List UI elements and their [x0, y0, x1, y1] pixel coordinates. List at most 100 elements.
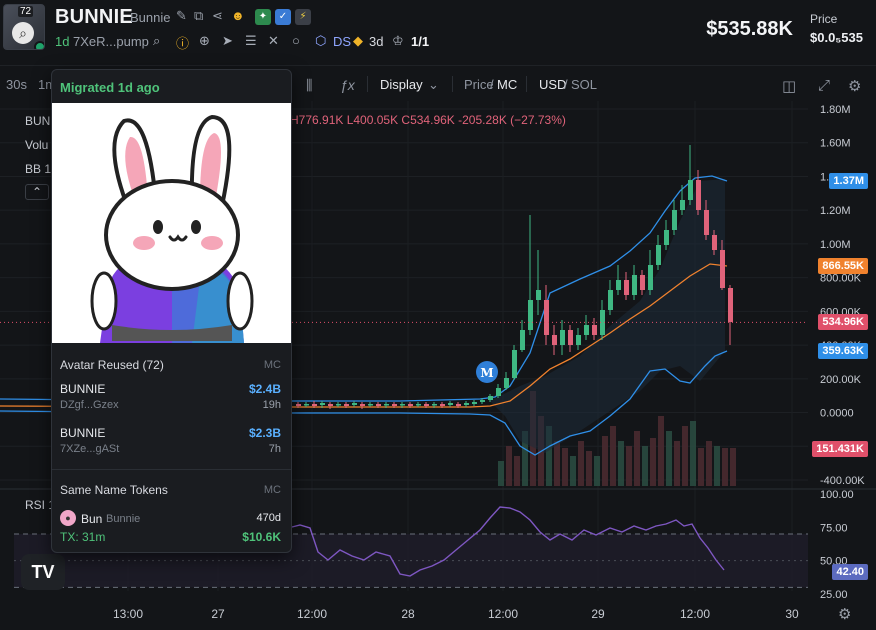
candle — [416, 404, 421, 406]
volume-bar — [570, 456, 576, 486]
candle — [488, 396, 493, 400]
search-icon[interactable]: ⌕ — [12, 22, 34, 44]
volume-bar — [522, 431, 528, 486]
volume-bar — [554, 441, 560, 486]
legend-bb: BB 1 — [25, 162, 52, 176]
migration-marker — [476, 361, 498, 383]
candle — [680, 200, 685, 210]
mc-column-header: MC — [263, 359, 281, 371]
reused-token-address[interactable]: 7XZe...gASt — [60, 443, 120, 455]
candle — [360, 404, 365, 406]
dexscreener-icon[interactable]: ⬡ — [315, 33, 327, 48]
mc-toggle[interactable]: MC — [497, 77, 518, 92]
candle — [616, 280, 621, 290]
candle — [320, 403, 325, 405]
candle — [328, 404, 333, 406]
candle — [304, 404, 309, 406]
sol-toggle[interactable]: SOL — [571, 77, 598, 92]
same-name-age: 470d — [256, 512, 281, 524]
dev-badge-icon[interactable]: ✦ — [255, 9, 271, 25]
candle — [504, 378, 509, 388]
rsi-axis-label: 75.00 — [820, 522, 848, 534]
list-icon[interactable]: ☰ — [245, 33, 257, 48]
candle — [664, 230, 669, 245]
token-symbol: BUNNIE — [55, 6, 133, 28]
candle — [432, 404, 437, 406]
volume-bar — [562, 448, 568, 486]
edit-icon[interactable]: ✎ — [176, 8, 187, 23]
chart-badge-icon[interactable]: ✓ — [275, 9, 291, 25]
interval-30s[interactable]: 30s — [6, 77, 27, 92]
volume-bar — [602, 436, 608, 486]
candle — [592, 325, 597, 335]
ohlc-readout: H776.91K L400.05K C534.96K -205.28K (−27… — [290, 113, 566, 127]
twitter-icon[interactable]: ✕ — [268, 33, 279, 48]
dexscreener-label[interactable]: DS — [333, 34, 352, 49]
token-name: Bunnie — [130, 10, 171, 25]
timeframe-label[interactable]: 3d — [369, 34, 384, 49]
time-axis-label: 12:00 — [297, 607, 327, 621]
indicators-icon[interactable]: ƒx — [340, 77, 355, 93]
crown-icon[interactable]: ♔ — [392, 33, 404, 48]
tradingview-logo[interactable]: TV — [21, 554, 65, 590]
holders-ratio: 1/1 — [411, 34, 430, 49]
rsi-axis-label: 25.00 — [820, 589, 848, 601]
legend-volume: Volu — [25, 138, 49, 152]
candle — [392, 404, 397, 406]
bunny-illustration — [90, 114, 254, 343]
candle — [584, 325, 589, 335]
volume-bar — [514, 456, 520, 486]
reused-token-name[interactable]: BUNNIE — [60, 382, 106, 396]
usd-toggle[interactable]: USD — [539, 77, 567, 92]
display-dropdown[interactable]: Display — [380, 77, 423, 92]
avatar-reuse-count: 72 — [18, 6, 34, 17]
telegram-icon[interactable]: ➤ — [222, 33, 233, 48]
bolt-icon[interactable]: ⚡ — [295, 9, 311, 25]
volume-bar — [650, 438, 656, 486]
search-icon[interactable]: ○ — [292, 33, 300, 48]
candle — [648, 265, 653, 290]
reused-token-mc: $2.3B — [248, 426, 281, 440]
copy-icon[interactable]: ⧉ — [194, 8, 204, 23]
reused-token-name[interactable]: BUNNIE — [60, 426, 106, 440]
camera-icon[interactable]: ◫ — [782, 78, 797, 95]
chart-settings-icon[interactable]: ⚙ — [838, 606, 852, 623]
website-icon[interactable]: ⊕ — [199, 33, 210, 48]
holders-icon[interactable]: ☻ — [231, 8, 245, 23]
share-icon[interactable]: ⋖ — [212, 8, 223, 23]
same-name-name: Bunnie — [106, 513, 141, 525]
warning-icon[interactable]: ⓘ — [176, 36, 190, 51]
search-icon[interactable]: ⌕ — [153, 33, 161, 48]
candle — [632, 275, 637, 295]
upper-band-tag: 1.37M — [829, 173, 868, 189]
candle — [728, 288, 733, 322]
reused-token-address[interactable]: DZgf...Gzex — [60, 399, 119, 411]
same-name-symbol[interactable]: Bun — [81, 512, 103, 526]
token-avatar[interactable]: 72 ⌕ — [3, 4, 45, 50]
volume-bar — [714, 446, 720, 486]
gear-icon[interactable]: ⚙ — [848, 78, 862, 95]
volume-bar — [690, 421, 696, 486]
candle — [696, 180, 701, 210]
candle — [368, 404, 373, 406]
bb-middle-line — [0, 263, 728, 408]
volume-bar — [730, 448, 736, 486]
legend-collapse-button[interactable]: ⌃ — [25, 184, 50, 200]
migration-status: Migrated 1d ago — [60, 80, 160, 95]
price-toggle[interactable]: Price — [464, 77, 494, 92]
token-address[interactable]: 7XeR...pump — [73, 34, 149, 49]
time-axis-label: 28 — [401, 607, 415, 621]
token-info-popover: Migrated 1d ago Avat — [51, 69, 292, 553]
price-axis-label: 200.00K — [820, 374, 862, 386]
price-axis-label: 1.00M — [820, 239, 851, 251]
candle — [424, 404, 429, 406]
price-axis-label: 1.20M — [820, 205, 851, 217]
chevron-down-icon[interactable]: ⌄ — [428, 77, 439, 92]
volume-bar — [682, 426, 688, 486]
reused-token-age: 7h — [268, 443, 281, 455]
candle — [720, 250, 725, 288]
binance-icon[interactable]: ◆ — [353, 33, 363, 48]
fullscreen-icon[interactable]: ⤢ — [818, 77, 831, 94]
reused-token-age: 19h — [262, 399, 281, 411]
candle-type-icon[interactable]: ⫼ — [306, 77, 313, 93]
